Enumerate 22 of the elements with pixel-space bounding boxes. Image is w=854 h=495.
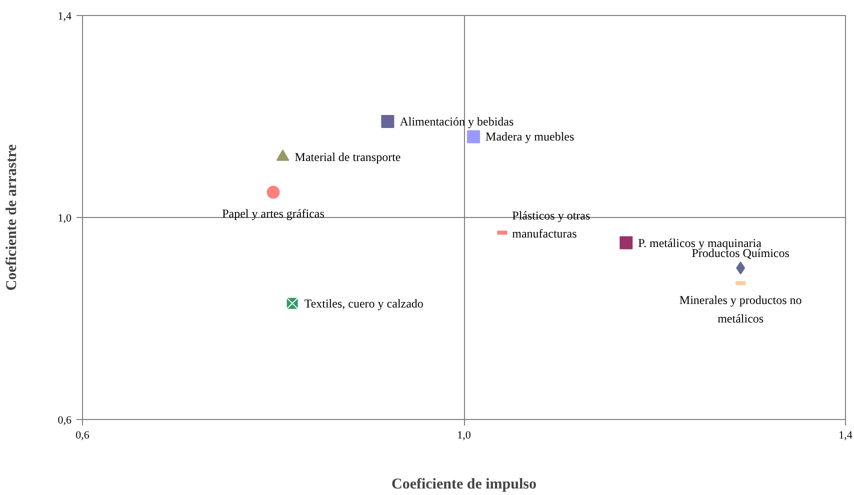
x-axis-title: Coeficiente de impulso	[392, 476, 536, 492]
point	[286, 296, 299, 310]
point	[620, 236, 633, 250]
y-tick-label: 1,4	[58, 10, 72, 22]
series-label: Madera y muebles	[486, 130, 574, 144]
x-tick-label: 1,0	[457, 430, 472, 442]
point	[736, 262, 746, 274]
text: Minerales y productos no metálicos	[679, 293, 802, 326]
point	[467, 130, 480, 144]
point	[381, 115, 394, 128]
x-tick-label: 0,6	[76, 430, 90, 442]
series-label: Material de transporte	[294, 150, 401, 164]
y-axis-title: Coeficiente de arrastre	[4, 144, 20, 291]
y-tick-label: 1,0	[58, 212, 72, 224]
point	[266, 186, 280, 199]
x-tick-label: 1,4	[838, 430, 853, 442]
series-label: P. metálicos y maquinaria	[638, 236, 762, 250]
series-label: Papel y artes gráficas	[222, 206, 325, 220]
series-label: Textiles, cuero y calzado	[304, 296, 424, 310]
series-label: Alimentación y bebidas	[400, 114, 514, 129]
y-tick-label: 0,6	[58, 414, 72, 426]
series-label: Plásticos y otras manufacturas	[512, 208, 590, 241]
